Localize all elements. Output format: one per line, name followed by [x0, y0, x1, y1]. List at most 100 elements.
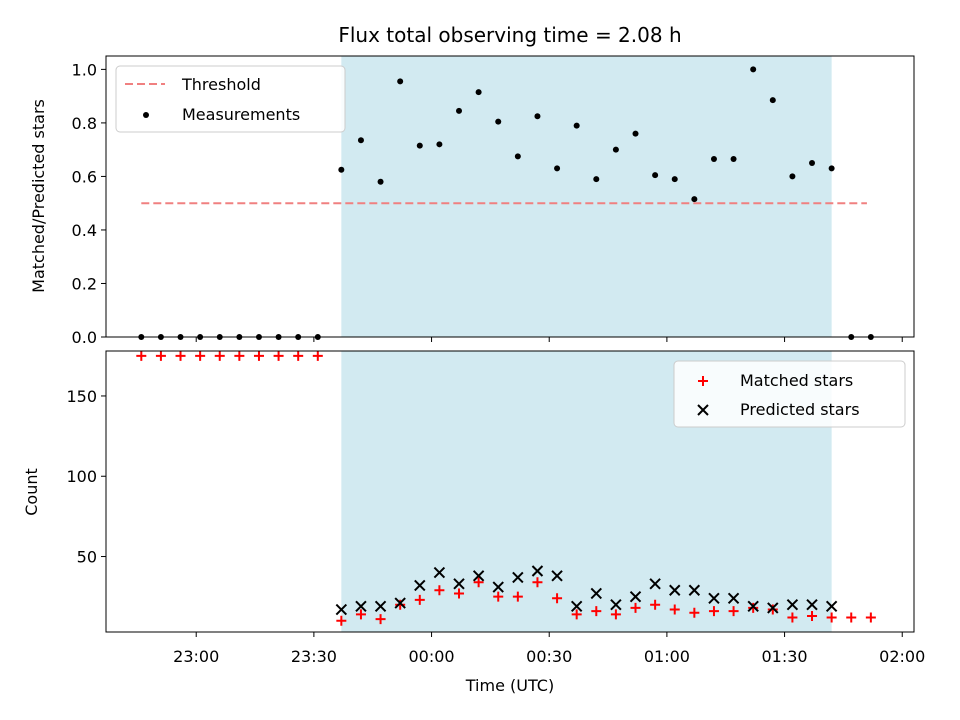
bottom-panel-frame: [105, 350, 915, 633]
predicted-star-point: [531, 565, 544, 577]
measurement-point: [554, 165, 561, 172]
measurement-point: [475, 89, 482, 96]
matched-star-point: [493, 591, 504, 602]
predicted-star-point: [374, 600, 387, 613]
predicted-star-point: [335, 603, 348, 616]
x-tick-label: 23:00: [173, 647, 219, 666]
y-tick-label: 0.6: [72, 167, 97, 186]
y-tick-label: 0.8: [72, 114, 97, 133]
matched-star-point: [669, 604, 680, 615]
measurement-point: [828, 165, 835, 172]
top-panel: 0.0 0.2 0.4 0.6 0.8 1.0 Threshold Measurements: [72, 55, 915, 347]
measurement-point: [456, 107, 463, 114]
x-tick-label: 00:00: [408, 647, 454, 666]
legend-measurements-swatch: [143, 112, 149, 118]
matched-star-point: [807, 610, 818, 621]
matched-star-point: [610, 609, 621, 620]
matched-star-point: [395, 599, 406, 610]
matched-star-point: [865, 612, 876, 623]
matched-star-point: [175, 350, 186, 361]
x-tick-label: 01:00: [644, 647, 690, 666]
predicted-star-point: [708, 592, 720, 604]
predicted-star-point: [492, 581, 504, 593]
matched-star-point: [846, 612, 857, 623]
measurement-point: [710, 156, 717, 163]
predicted-star-point: [786, 598, 799, 611]
x-tick-label: 02:00: [879, 647, 925, 666]
matched-star-point: [630, 602, 641, 613]
matched-star-point: [293, 350, 304, 361]
measurement-point: [730, 156, 737, 163]
x-tick-label: 23:30: [291, 647, 337, 666]
legend-measurements-label: Measurements: [182, 105, 300, 124]
measurement-point: [377, 178, 384, 185]
measurement-point: [397, 78, 404, 85]
top-panel-frame: [105, 55, 915, 338]
matched-star-point: [214, 350, 225, 361]
matched-star-point: [552, 593, 563, 604]
y-tick-label: 0.4: [72, 221, 97, 240]
measurement-point: [750, 66, 757, 73]
x-tick-label: 01:30: [762, 647, 808, 666]
y-tick-label: 50: [77, 548, 97, 567]
matched-star-point: [532, 577, 543, 588]
chart-title: Flux total observing time = 2.08 h: [338, 23, 681, 47]
matched-star-point: [434, 585, 445, 596]
predicted-star-point: [512, 571, 524, 584]
matched-star-point: [748, 602, 759, 613]
legend-predicted-swatch: [697, 404, 709, 416]
y-tick-label: 150: [66, 387, 97, 406]
predicted-star-point: [394, 597, 406, 609]
matched-star-point: [375, 614, 386, 625]
matched-star-point: [155, 350, 166, 361]
bottom-legend: [673, 360, 906, 428]
matched-star-point: [650, 599, 661, 610]
predicted-star-point: [669, 584, 681, 596]
predicted-star-point: [610, 598, 622, 611]
measurement-point: [436, 141, 443, 148]
matched-star-point: [253, 350, 264, 361]
matched-star-point: [355, 609, 366, 620]
top-legend: [115, 65, 346, 133]
measurement-point: [593, 176, 600, 183]
measurement-point: [357, 137, 364, 144]
matched-star-point: [767, 604, 778, 615]
measurement-point: [769, 97, 776, 104]
matched-star-point: [708, 606, 719, 617]
measurement-point: [573, 122, 580, 129]
matched-star-point: [454, 588, 465, 599]
predicted-star-point: [727, 592, 740, 604]
bottom-y-axis-label: Count: [22, 468, 41, 516]
matched-star-point: [473, 577, 484, 588]
predicted-star-point: [355, 600, 367, 613]
legend-threshold-label: Threshold: [181, 75, 261, 94]
measurement-point: [691, 196, 698, 203]
predicted-star-point: [551, 570, 563, 582]
predicted-star-point: [649, 578, 661, 590]
predicted-star-point: [825, 600, 838, 613]
measurement-point: [612, 146, 619, 153]
predicted-star-point: [767, 602, 779, 614]
legend-matched-label: Matched stars: [740, 371, 853, 390]
predicted-star-point: [414, 579, 426, 592]
y-tick-label: 100: [66, 467, 97, 486]
bottom-panel: 50 100 150 23:00 23:30 00:00 00:30 01:00 01:30 02…: [66, 350, 925, 666]
measurement-point: [789, 173, 796, 180]
measurement-point: [416, 142, 423, 149]
matched-star-point: [273, 350, 284, 361]
matched-star-point: [571, 609, 582, 620]
y-tick-label: 0.2: [72, 274, 97, 293]
matched-star-point: [414, 594, 425, 605]
predicted-star-point: [453, 578, 465, 590]
predicted-star-point: [570, 600, 583, 613]
measurement-point: [514, 153, 521, 160]
matched-star-point: [591, 606, 602, 617]
measurement-point: [671, 176, 678, 183]
predicted-star-point: [472, 570, 485, 582]
measurement-point: [534, 113, 541, 120]
matched-star-point: [336, 615, 347, 626]
measurement-point: [809, 160, 816, 167]
matched-star-point: [728, 606, 739, 617]
predicted-star-point: [688, 584, 701, 596]
